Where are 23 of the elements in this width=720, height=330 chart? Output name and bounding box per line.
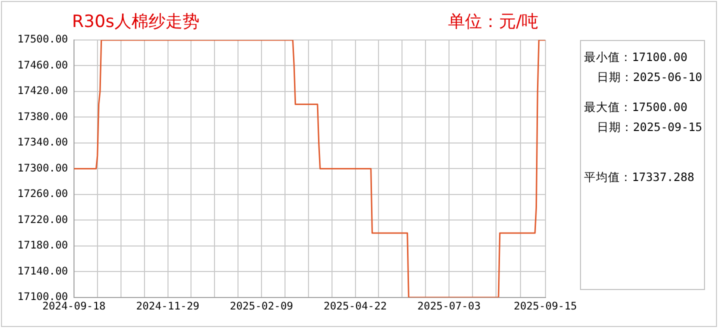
y-tick-label: 17260.00 xyxy=(17,188,68,200)
chart-subtitle: 单位：元/吨 xyxy=(448,11,539,33)
text: 日期：2025-06-10 xyxy=(596,69,704,86)
text: 最小值：17100.00 xyxy=(583,49,688,66)
chart-title: R30s人棉纱走势 xyxy=(72,11,200,33)
y-tick-label: 17380.00 xyxy=(17,110,68,123)
x-tick-label: 2024-11-29 xyxy=(136,300,200,312)
x-tick-label: 2025-07-03 xyxy=(417,300,481,312)
text: 平均值：17337.288 xyxy=(583,169,696,186)
y-tick-label: 17220.00 xyxy=(17,214,68,226)
y-tick-label: 17420.00 xyxy=(17,85,68,98)
x-tick-label: 2025-09-15 xyxy=(514,300,577,312)
y-tick-label: 17460.00 xyxy=(17,59,68,72)
y-tick-label: 17140.00 xyxy=(17,265,68,278)
y-tick-label: 17180.00 xyxy=(17,240,68,252)
y-tick-label: 17340.00 xyxy=(17,136,68,149)
x-tick-label: 2025-02-09 xyxy=(230,300,294,312)
x-tick-label: 2024-09-18 xyxy=(42,300,106,312)
y-tick-label: 17300.00 xyxy=(17,162,68,174)
x-tick-label: 2025-04-22 xyxy=(324,300,387,312)
text: 日期：2025-09-15 xyxy=(596,119,704,136)
text: 最大值：17500.00 xyxy=(583,99,688,116)
y-tick-label: 17500.00 xyxy=(17,34,68,46)
